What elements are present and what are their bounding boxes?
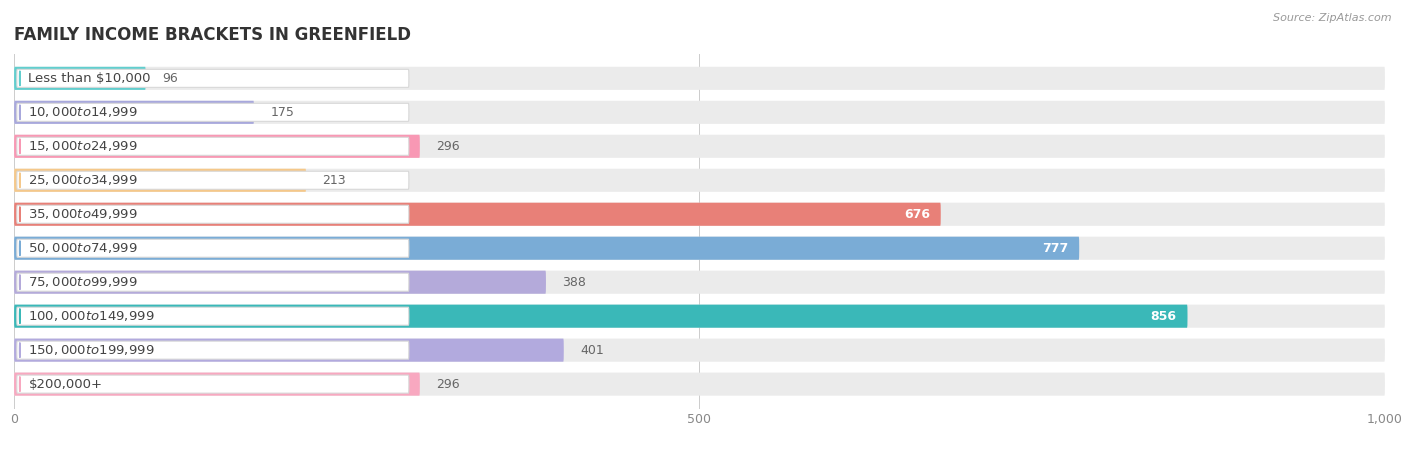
FancyBboxPatch shape: [17, 69, 409, 88]
Text: 401: 401: [581, 343, 605, 357]
FancyBboxPatch shape: [14, 304, 1188, 328]
FancyBboxPatch shape: [14, 202, 941, 226]
FancyBboxPatch shape: [14, 202, 1385, 226]
Text: $75,000 to $99,999: $75,000 to $99,999: [28, 275, 138, 289]
Text: 777: 777: [1042, 242, 1069, 255]
FancyBboxPatch shape: [17, 375, 409, 393]
Text: 213: 213: [322, 174, 346, 187]
FancyBboxPatch shape: [14, 237, 1080, 260]
Text: 676: 676: [904, 208, 929, 221]
Text: 388: 388: [562, 276, 586, 289]
Text: Source: ZipAtlas.com: Source: ZipAtlas.com: [1274, 13, 1392, 23]
Text: 96: 96: [162, 72, 179, 85]
FancyBboxPatch shape: [17, 307, 409, 325]
FancyBboxPatch shape: [14, 169, 1385, 192]
FancyBboxPatch shape: [14, 271, 1385, 294]
Text: 175: 175: [270, 106, 294, 119]
FancyBboxPatch shape: [14, 101, 1385, 124]
Text: FAMILY INCOME BRACKETS IN GREENFIELD: FAMILY INCOME BRACKETS IN GREENFIELD: [14, 26, 411, 44]
Text: $150,000 to $199,999: $150,000 to $199,999: [28, 343, 155, 357]
Text: 856: 856: [1150, 310, 1177, 323]
FancyBboxPatch shape: [17, 273, 409, 291]
FancyBboxPatch shape: [17, 341, 409, 359]
Text: 296: 296: [436, 140, 460, 153]
FancyBboxPatch shape: [17, 239, 409, 257]
FancyBboxPatch shape: [14, 237, 1385, 260]
FancyBboxPatch shape: [14, 373, 420, 396]
Text: $10,000 to $14,999: $10,000 to $14,999: [28, 106, 138, 119]
FancyBboxPatch shape: [14, 135, 420, 158]
FancyBboxPatch shape: [14, 67, 1385, 90]
Text: $35,000 to $49,999: $35,000 to $49,999: [28, 207, 138, 221]
Text: $15,000 to $24,999: $15,000 to $24,999: [28, 139, 138, 153]
FancyBboxPatch shape: [17, 137, 409, 155]
FancyBboxPatch shape: [17, 103, 409, 121]
FancyBboxPatch shape: [17, 171, 409, 189]
Text: $25,000 to $34,999: $25,000 to $34,999: [28, 173, 138, 187]
FancyBboxPatch shape: [14, 339, 564, 362]
Text: $200,000+: $200,000+: [28, 378, 103, 391]
FancyBboxPatch shape: [14, 67, 146, 90]
FancyBboxPatch shape: [14, 135, 1385, 158]
FancyBboxPatch shape: [14, 101, 254, 124]
Text: 296: 296: [436, 378, 460, 391]
FancyBboxPatch shape: [14, 304, 1385, 328]
FancyBboxPatch shape: [14, 339, 1385, 362]
FancyBboxPatch shape: [14, 271, 546, 294]
FancyBboxPatch shape: [14, 373, 1385, 396]
FancyBboxPatch shape: [14, 169, 307, 192]
Text: $100,000 to $149,999: $100,000 to $149,999: [28, 309, 155, 323]
FancyBboxPatch shape: [17, 205, 409, 223]
Text: $50,000 to $74,999: $50,000 to $74,999: [28, 241, 138, 255]
Text: Less than $10,000: Less than $10,000: [28, 72, 150, 85]
